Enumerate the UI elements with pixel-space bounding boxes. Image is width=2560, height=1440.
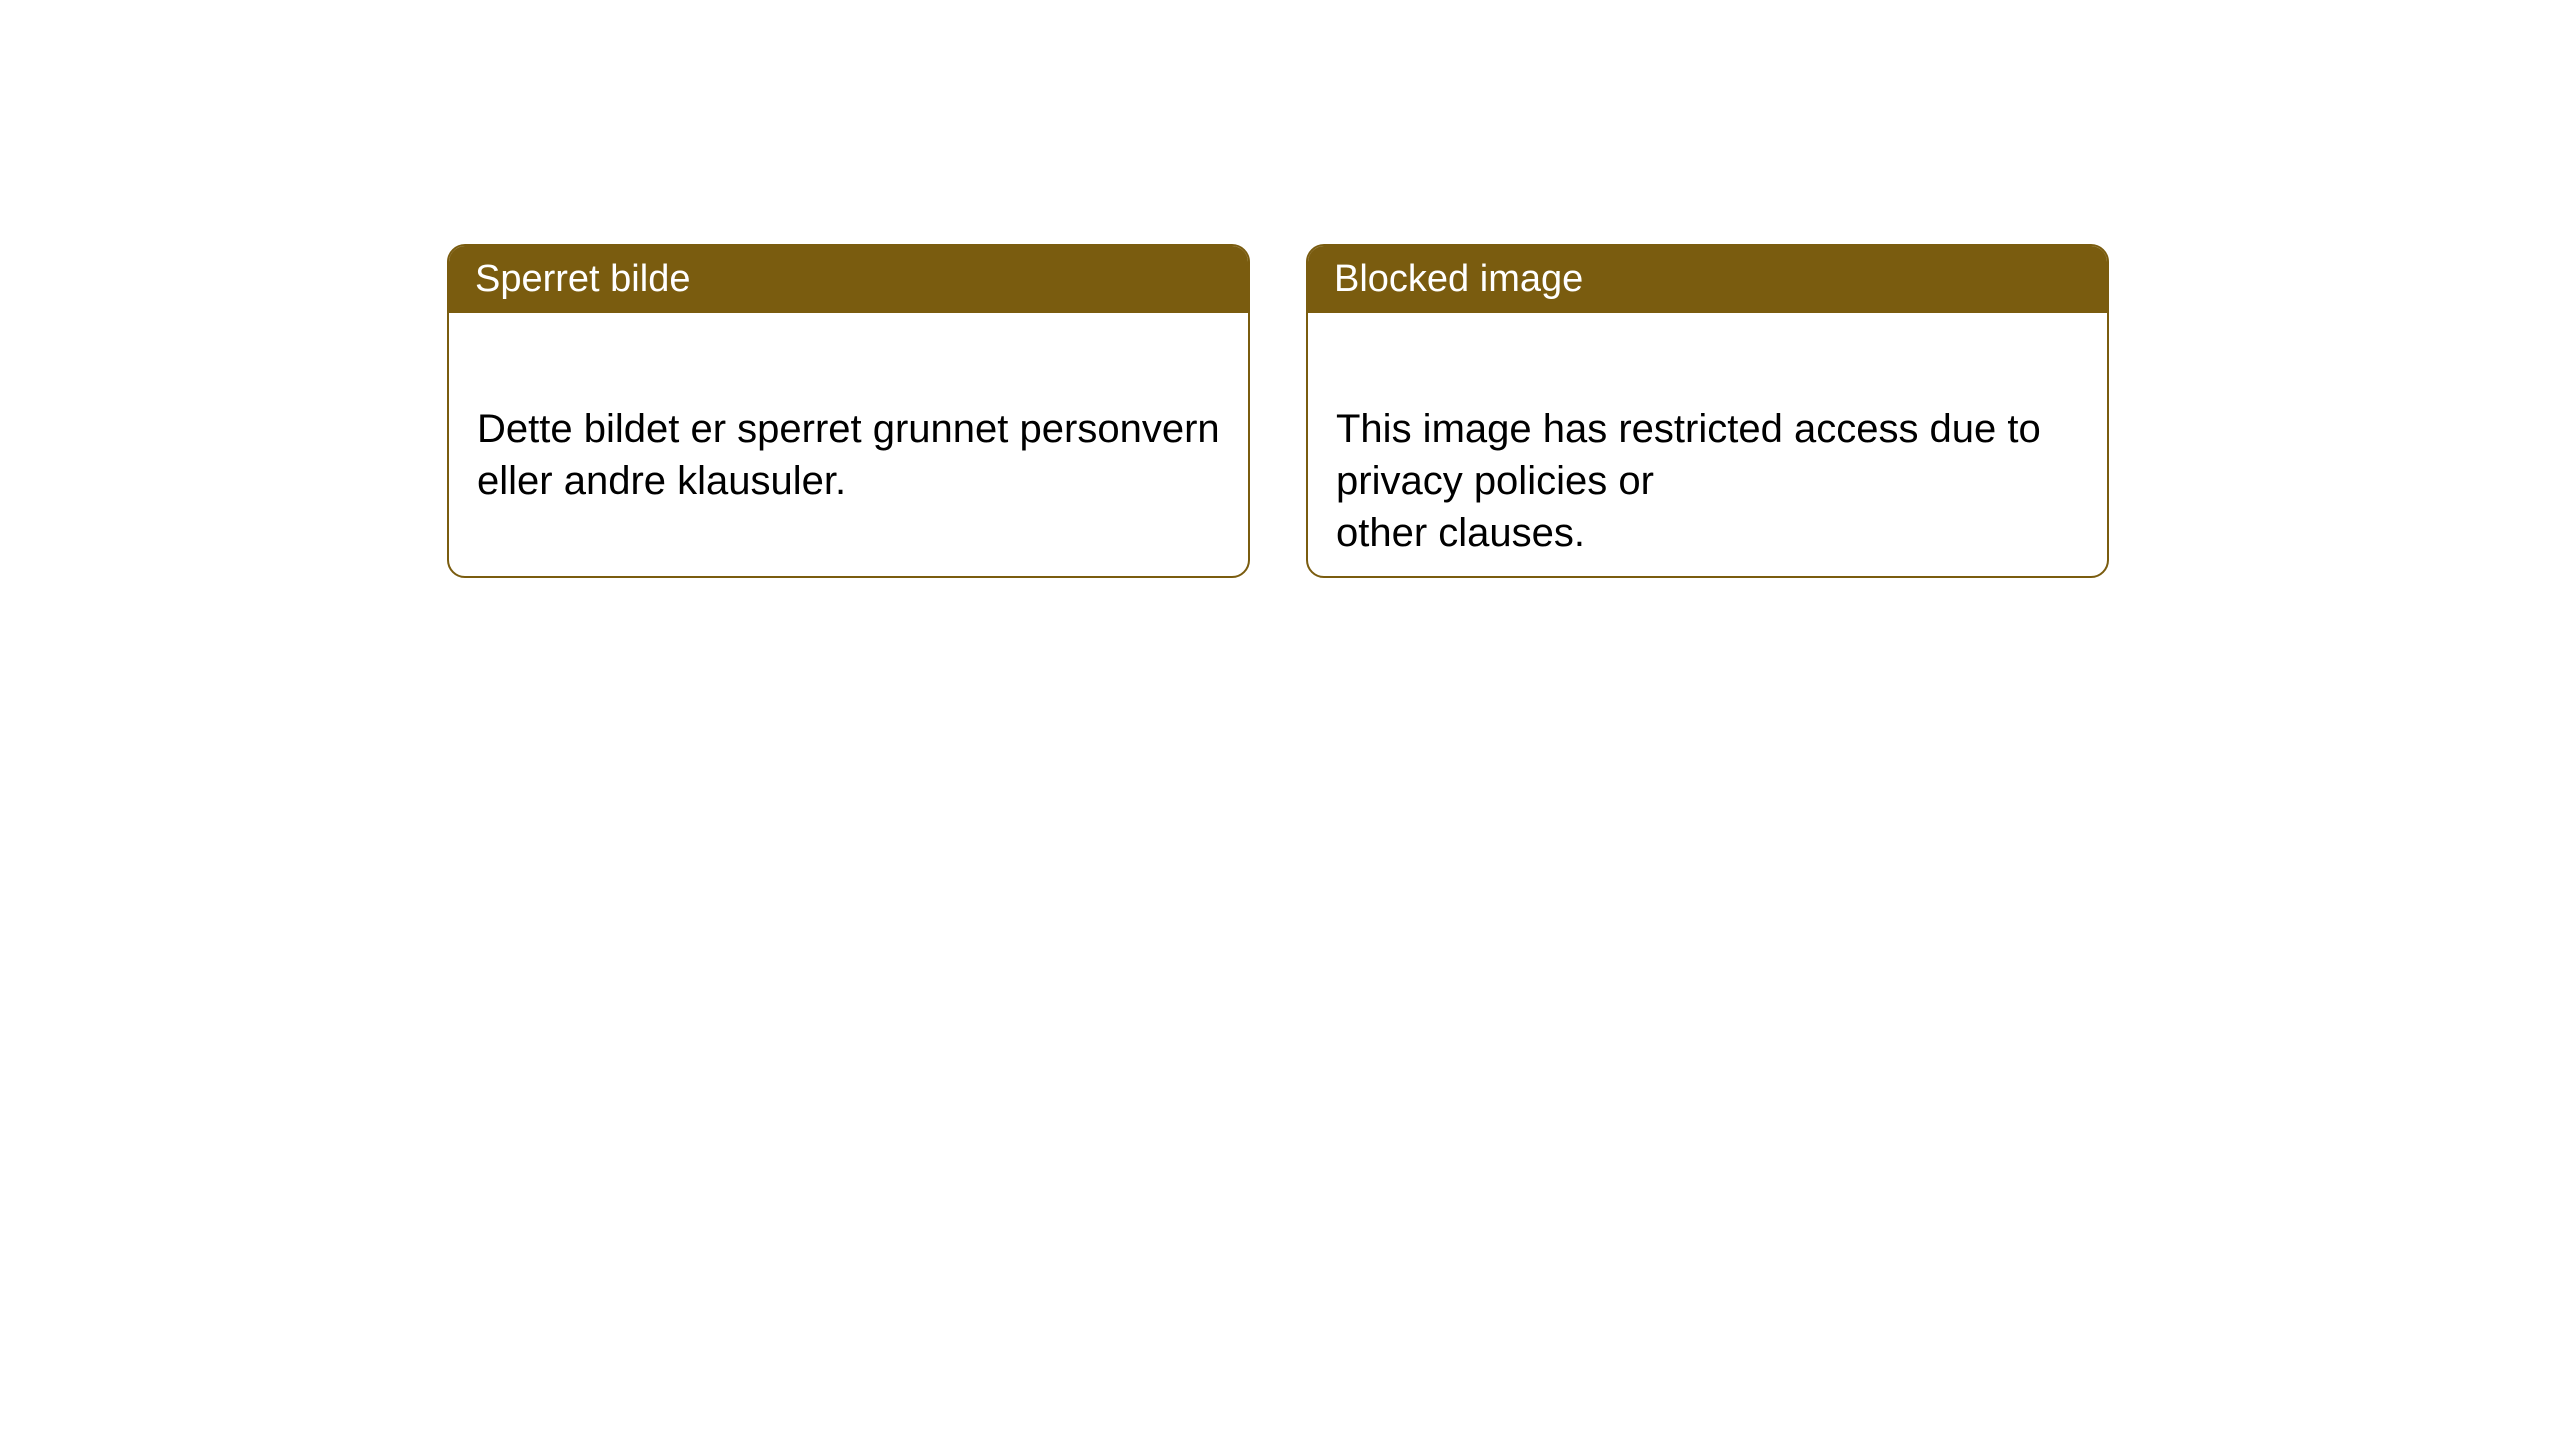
card-body-text: This image has restricted access due to …	[1336, 407, 2041, 555]
notice-card-norwegian: Sperret bilde Dette bildet er sperret gr…	[447, 244, 1250, 578]
notice-cards-container: Sperret bilde Dette bildet er sperret gr…	[447, 244, 2109, 578]
card-title: Blocked image	[1334, 258, 1583, 300]
card-header: Sperret bilde	[449, 246, 1248, 313]
card-body-text: Dette bildet er sperret grunnet personve…	[477, 407, 1220, 503]
card-title: Sperret bilde	[475, 258, 690, 300]
notice-card-english: Blocked image This image has restricted …	[1306, 244, 2109, 578]
card-body: Dette bildet er sperret grunnet personve…	[449, 313, 1248, 545]
card-header: Blocked image	[1308, 246, 2107, 313]
card-body: This image has restricted access due to …	[1308, 313, 2107, 578]
